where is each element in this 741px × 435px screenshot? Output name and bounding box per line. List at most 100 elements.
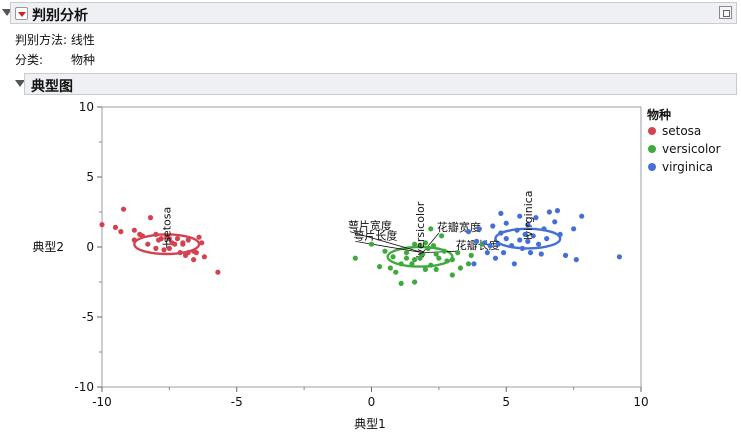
setosa-ellipse (133, 233, 201, 256)
setosa-point (215, 269, 221, 275)
versicolor-point (412, 241, 418, 247)
versicolor-point (368, 241, 375, 247)
virginica-point (509, 243, 515, 249)
virginica-point (487, 243, 493, 249)
virginica-point (544, 236, 550, 242)
biplot-ray-label: 萼片长度 (353, 228, 397, 242)
window-pin-icon[interactable] (719, 6, 732, 19)
legend-label-virginica: virginica (662, 160, 713, 174)
versicolor-point (398, 261, 404, 267)
discriminant-analysis-header: 判别分析 (10, 2, 737, 24)
versicolor-point (465, 261, 472, 267)
setosa-point (131, 237, 137, 243)
setosa-point (196, 234, 202, 240)
virginica-point (522, 231, 528, 237)
setosa-point (118, 229, 124, 235)
x-tick-label: 5 (502, 395, 510, 409)
virginica-ellipse (494, 227, 562, 250)
setosa-point (153, 231, 159, 237)
versicolor-point (441, 248, 447, 254)
biplot-ray (349, 231, 423, 253)
disclosure-triangle-icon[interactable] (2, 9, 12, 16)
virginica-point (519, 245, 526, 251)
virginica-point (490, 223, 496, 229)
method-row: 判别方法: 线性 (15, 31, 95, 48)
setosa-point (177, 250, 183, 256)
virginica-point (579, 213, 585, 219)
legend: setosa versicolor virginica (648, 124, 721, 174)
virginica-point (517, 237, 523, 243)
virginica-point (573, 257, 579, 263)
versicolor-point (433, 266, 439, 272)
class-label: 分类: (15, 53, 44, 67)
virginica-point (552, 219, 558, 225)
y-axis-ticks: 10 5 0 -5 -10 (74, 100, 102, 394)
setosa-point (161, 247, 167, 253)
center-label: setosa (161, 207, 174, 243)
legend-title: 物种 (647, 107, 671, 122)
plot-frame (101, 106, 642, 388)
versicolor-point (376, 264, 383, 270)
virginica-point (616, 254, 623, 260)
x-axis-ticks: -10 -5 0 5 10 (92, 387, 649, 409)
center-labels: setosa versicolor virginica (161, 190, 535, 255)
versicolor-point (449, 257, 455, 263)
versicolor-point (428, 226, 434, 232)
setosa-point (145, 241, 151, 247)
x-tick-label: 10 (633, 395, 648, 409)
versicolor-point (422, 240, 428, 246)
setosa-point (191, 257, 197, 263)
y-tick-label: 0 (86, 240, 94, 254)
versicolor-point (457, 265, 464, 271)
versicolor-point (455, 250, 461, 256)
y-tick-label: 5 (86, 170, 94, 184)
legend-marker-versicolor (648, 145, 656, 153)
versicolor-point (403, 250, 410, 256)
setosa-point (112, 224, 119, 230)
versicolor-point (409, 261, 415, 267)
virginica-point (465, 229, 472, 235)
virginica-point (514, 227, 520, 233)
y-tick-label: -10 (74, 380, 94, 394)
versicolor-point (390, 254, 396, 260)
virginica-point (517, 213, 523, 219)
versicolor-point (352, 255, 358, 261)
biplot-ray (422, 250, 458, 253)
virginica-point (474, 238, 480, 244)
virginica-point (495, 241, 501, 247)
legend-label-setosa: setosa (662, 124, 701, 138)
virginica-point (546, 209, 552, 215)
virginica-point (476, 226, 482, 232)
data-points (99, 206, 623, 286)
versicolor-point (438, 233, 445, 239)
virginica-point (525, 238, 531, 244)
setosa-point (199, 240, 205, 246)
setosa-point (99, 222, 105, 228)
versicolor-point (468, 252, 474, 258)
section-title: 典型图 (31, 79, 73, 95)
versicolor-point (387, 265, 393, 271)
virginica-point (525, 222, 531, 228)
virginica-point (492, 255, 499, 261)
biplot-ray-label: 花瓣长度 (456, 238, 500, 252)
x-tick-label: -10 (92, 395, 112, 409)
versicolor-point (403, 255, 410, 261)
red-triangle-menu-icon[interactable] (15, 7, 28, 20)
setosa-point (185, 237, 191, 243)
versicolor-point (425, 245, 431, 251)
virginica-point (482, 240, 488, 246)
virginica-point (503, 236, 509, 242)
canonical-plot-disclosure-icon[interactable] (15, 80, 25, 87)
versicolor-point (430, 243, 437, 249)
setosa-point (137, 231, 143, 237)
x-tick-label: -5 (231, 395, 243, 409)
versicolor-point (393, 269, 399, 275)
virginica-point (527, 250, 534, 256)
versicolor-point (422, 266, 428, 272)
setosa-point (131, 227, 137, 233)
virginica-point (511, 261, 517, 267)
virginica-point (498, 210, 504, 216)
y-tick-label: 10 (79, 100, 94, 114)
setosa-point (155, 237, 162, 243)
